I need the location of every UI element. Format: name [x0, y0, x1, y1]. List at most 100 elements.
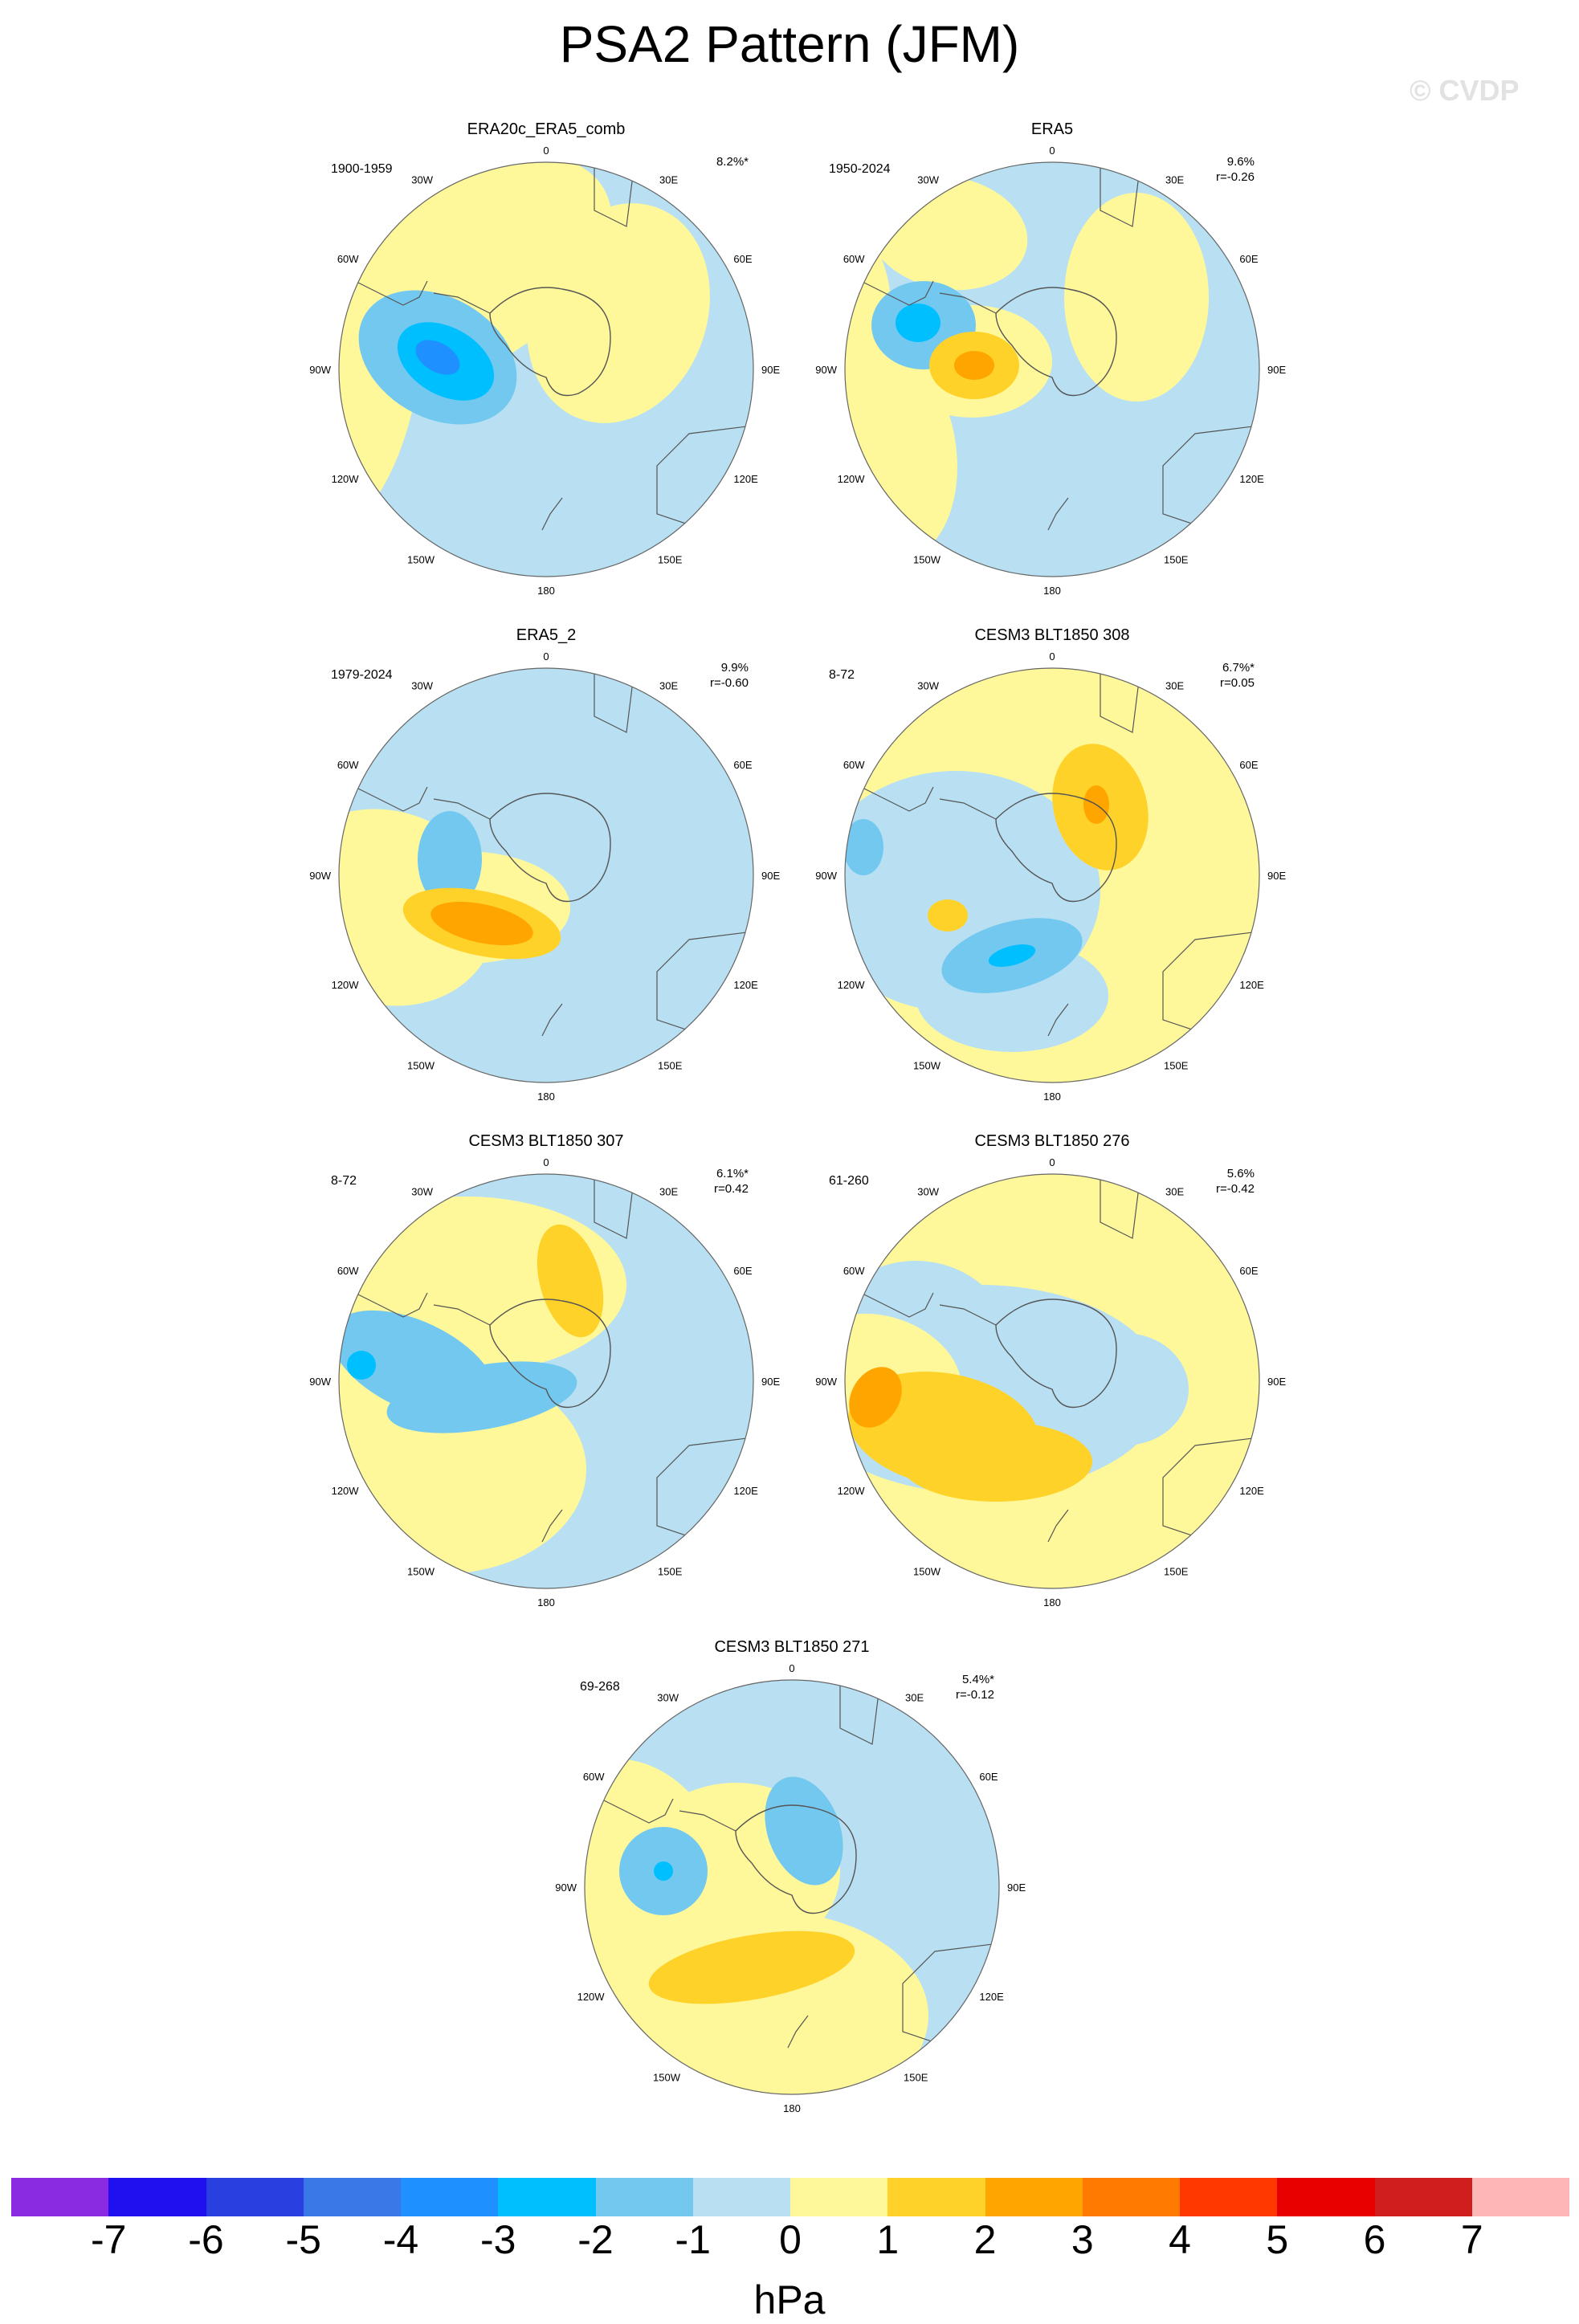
contour-region	[928, 899, 968, 932]
colorbar-tick-label: 7	[1460, 2217, 1483, 2262]
colorbar-tick-label: -6	[188, 2217, 224, 2262]
colorbar-tick-label: -2	[577, 2217, 614, 2262]
australia-coastline	[902, 1943, 999, 2049]
antarctica-coastline	[995, 287, 1117, 397]
panel-correlation: r=0.05	[1220, 676, 1255, 690]
longitude-label: 150E	[658, 1565, 683, 1577]
colorbar	[11, 2178, 1569, 2216]
colorbar-tick-label: 1	[876, 2217, 900, 2262]
panel-stats: 9.6% r=-0.26	[1158, 154, 1255, 185]
panel-period: 61-260	[829, 1174, 869, 1188]
longitude-label: 30W	[411, 680, 433, 692]
panel-variance: 8.2%*	[716, 155, 749, 169]
longitude-label: 0	[1049, 145, 1055, 157]
longitude-label: 150E	[904, 2071, 928, 2083]
africa-coastline	[1100, 162, 1141, 227]
longitude-label: 120E	[733, 473, 758, 485]
south-america-coastline	[339, 1284, 428, 1318]
colorbar-ticks: -7 -6 -5 -4 -3 -2 -1 0 1 2 3 4 5 6 7	[0, 2216, 1579, 2281]
longitude-label: 120W	[838, 1485, 866, 1497]
longitude-label: 30W	[917, 680, 939, 692]
longitude-label: 90W	[815, 1376, 837, 1388]
new-zealand-coastline	[541, 1003, 563, 1037]
longitude-label: 60W	[337, 759, 359, 771]
longitude-label: 30W	[657, 1692, 679, 1704]
polar-map: 0 180 30W 30E 60W 60E 90W 90E 120W 120E 150W 150E	[815, 145, 1286, 597]
contour-region	[386, 1361, 577, 1433]
australia-coastline	[1162, 931, 1259, 1037]
colorbar-swatch	[1471, 2178, 1569, 2216]
africa-coastline	[1100, 668, 1141, 733]
new-zealand-coastline	[541, 1509, 563, 1543]
map-boundary	[584, 1679, 1000, 2095]
colorbar-swatch	[1277, 2178, 1375, 2216]
longitude-label: 90W	[815, 364, 837, 376]
contour-region	[347, 1351, 376, 1380]
south-america-coastline	[845, 272, 934, 306]
polar-map: 0 180 30W 30E 60W 60E 90W 90E 120W 120E 150W 150E	[815, 650, 1286, 1103]
antarctica-coastline	[489, 793, 611, 903]
panel-variance: 5.4%*	[961, 1673, 994, 1686]
antarctica-coastline	[489, 287, 611, 397]
figure-title: PSA2 Pattern (JFM)	[559, 15, 1020, 73]
longitude-label: 120E	[979, 1991, 1004, 2003]
panel-title: CESM3 BLT1850 271	[714, 1638, 870, 1656]
map-panel: ERA20c_ERA5_comb 1900-1959 8.2%* 0 180 30W…	[281, 112, 1004, 618]
map-panel: CESM3 BLT1850 307 8-72 6.1%* r=0.42 0 180…	[281, 1124, 1004, 1630]
australia-coastline	[656, 425, 753, 531]
contour-region	[954, 351, 994, 380]
colorbar-swatch	[595, 2178, 693, 2216]
australia-coastline	[656, 931, 753, 1037]
colorbar-swatch	[985, 2178, 1083, 2216]
longitude-label: 150W	[913, 553, 941, 565]
peninsula-coastline	[939, 1304, 997, 1326]
colorbar-tick-label: 4	[1169, 2217, 1191, 2262]
panel-stats: 5.6% r=-0.42	[1158, 1166, 1255, 1197]
map-panel: CESM3 BLT1850 276 61-260 5.6% r=-0.42 0 1…	[787, 1124, 1510, 1630]
longitude-label: 120W	[332, 473, 360, 485]
longitude-label: 180	[1043, 1596, 1061, 1608]
map-panel: ERA5_2 1979-2024 9.9% r=-0.60 0 180 30W 30E…	[281, 618, 1004, 1124]
new-zealand-coastline	[1047, 1003, 1069, 1037]
longitude-label: 0	[543, 145, 549, 157]
polar-map: 0 180 30W 30E 60W 60E 90W 90E 120W 120E 150W 150E	[309, 650, 780, 1103]
colorbar-swatch	[887, 2178, 985, 2216]
contour-region	[1064, 193, 1209, 402]
longitude-label: 120W	[577, 1991, 606, 2003]
australia-coastline	[1162, 1437, 1259, 1543]
colorbar-swatch	[790, 2178, 888, 2216]
polar-map: 0 180 30W 30E 60W 60E 90W 90E 120W 120E 150W 150E	[815, 1156, 1286, 1608]
longitude-label: 120E	[733, 1485, 758, 1497]
colorbar-swatch	[108, 2178, 206, 2216]
panel-title: CESM3 BLT1850 308	[974, 626, 1130, 644]
new-zealand-coastline	[787, 2015, 809, 2049]
contour-region	[845, 819, 883, 875]
south-america-coastline	[845, 778, 934, 812]
longitude-label: 30E	[1165, 174, 1184, 186]
peninsula-coastline	[939, 292, 997, 314]
panel-title: CESM3 BLT1850 276	[974, 1132, 1130, 1150]
africa-coastline	[594, 668, 635, 733]
longitude-label: 0	[543, 1156, 549, 1168]
longitude-label: 30E	[659, 680, 678, 692]
longitude-label: 90E	[1007, 1882, 1026, 1894]
africa-coastline	[594, 162, 635, 227]
colorbar-unit: hPa	[753, 2277, 826, 2322]
map-panel: CESM3 BLT1850 271 69-268 5.4%* r=-0.12 0…	[527, 1630, 1250, 2136]
panel-title: ERA5_2	[516, 626, 577, 644]
longitude-label: 60E	[733, 759, 752, 771]
panel-stats: 5.4%* r=-0.12	[898, 1672, 994, 1702]
contour-region	[849, 1367, 902, 1428]
longitude-label: 90E	[1267, 1376, 1286, 1388]
longitude-label: 180	[537, 1091, 555, 1103]
longitude-label: 60E	[1239, 759, 1258, 771]
longitude-label: 150W	[913, 1059, 941, 1071]
longitude-label: 0	[1049, 1156, 1055, 1168]
australia-coastline	[1162, 425, 1259, 531]
longitude-label: 90W	[815, 870, 837, 882]
panel-stats: 9.9% r=-0.60	[652, 660, 749, 691]
peninsula-coastline	[433, 1304, 491, 1326]
peninsula-coastline	[433, 798, 491, 820]
panel-stats: 8.2%*	[652, 154, 749, 169]
panel-stats: 6.7%* r=0.05	[1158, 660, 1255, 691]
